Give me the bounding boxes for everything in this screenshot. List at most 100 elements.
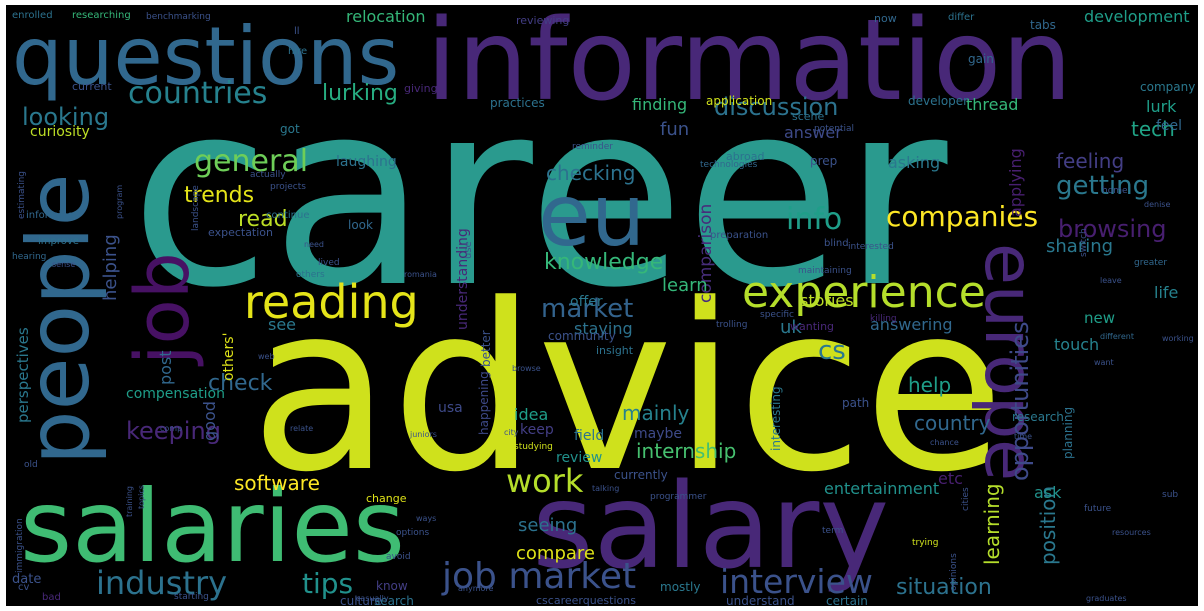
word-help: help (908, 373, 952, 397)
word-giving: giving (404, 82, 438, 95)
word-practices: practices (490, 96, 545, 110)
word-others: others (296, 270, 325, 280)
word-greater: greater (1134, 258, 1168, 268)
word-feel: feel (1156, 118, 1183, 134)
word-mostly: mostly (660, 580, 701, 594)
word-helping: helping (100, 234, 121, 301)
word-experience: experience (742, 267, 986, 318)
word-sub: sub (1162, 490, 1179, 500)
word-situation: situation (896, 575, 992, 600)
word-entertainment: entertainment (824, 479, 940, 498)
word-reading: reading (244, 275, 419, 329)
word-current: current (72, 80, 112, 93)
word-insight: insight (596, 344, 634, 357)
word-tips: tips (302, 567, 354, 600)
word-term: term (822, 526, 844, 536)
word-compensation: compensation (126, 386, 225, 402)
word-culture: culture (340, 594, 382, 606)
word-want: want (1094, 358, 1114, 367)
word-studying: studying (514, 442, 553, 452)
word-knowledge: knowledge (544, 250, 664, 275)
word-getting: getting (1056, 171, 1150, 201)
word-actually: actually (250, 170, 286, 180)
word-training: training (125, 486, 134, 517)
word-uk: uk (780, 317, 802, 338)
word-need: need (304, 240, 324, 249)
word-understand: understand (726, 594, 795, 606)
word-general: general (194, 144, 309, 179)
word-graduates: graduates (1086, 594, 1127, 603)
word-good: good (200, 401, 219, 441)
word-salaries: salaries (20, 468, 405, 585)
word-resources: resources (1112, 528, 1151, 537)
word-topics: topics (137, 485, 146, 509)
word-stories: stories (800, 291, 854, 310)
word-research: research (1012, 410, 1064, 424)
word-immigration: immigration (15, 518, 25, 573)
word-trying: trying (912, 538, 939, 548)
word-looking: looking (22, 103, 110, 131)
word-talking: talking (592, 484, 620, 493)
word-industry: industry (96, 564, 228, 602)
word-cv: cv (18, 582, 30, 593)
word-look: look (348, 218, 373, 232)
word-post: post (156, 350, 175, 385)
word-country: country (914, 411, 991, 435)
word-advice: advice (250, 256, 1005, 523)
word-reviewing: reviewing (516, 14, 570, 27)
word-company: company (1140, 80, 1196, 94)
word-benchmarking: benchmarking (146, 12, 211, 22)
word-usa: usa (438, 400, 463, 416)
word-search: search (374, 594, 414, 606)
word-got: got (280, 122, 300, 136)
word-staying: staying (574, 319, 633, 338)
word-projects: projects (270, 182, 306, 192)
word-potential: potential (814, 124, 855, 134)
word-different: different (1100, 332, 1134, 341)
word-landscape: landscape (191, 185, 201, 231)
word-gain: gain (968, 52, 994, 66)
word-specific: specific (760, 310, 795, 320)
word-change: change (366, 492, 407, 505)
word-use: use (463, 241, 474, 259)
word-work: work (506, 462, 584, 500)
word-answer: answer (784, 123, 842, 142)
word-certain: certain (826, 594, 868, 606)
word-researching: researching (72, 10, 131, 21)
word-applying: applying (1006, 148, 1025, 217)
word-new: new (1084, 309, 1116, 327)
word-ll: ll (294, 26, 300, 37)
word-scene: scene (792, 110, 825, 123)
word-cloud-canvas: career advice information salary salarie… (6, 5, 1198, 606)
word-thread: thread (966, 95, 1019, 114)
word-development: development (1084, 7, 1190, 26)
word-lived: lived (318, 258, 340, 268)
word-programmer: programmer (650, 492, 707, 502)
word-touch: touch (1054, 335, 1100, 354)
word-currently: currently (614, 468, 668, 482)
word-fun: fun (660, 119, 690, 140)
word-wanting: wanting (790, 320, 835, 333)
word-sharing: sharing (1046, 236, 1114, 257)
word-asking: asking (888, 153, 941, 172)
word-review: review (556, 450, 603, 466)
word-cscareerquestions: cscareerquestions (536, 594, 636, 606)
word-relate: relate (290, 424, 314, 433)
word-browse: browse (512, 364, 541, 373)
word-browsing: browsing (1058, 215, 1167, 243)
word-etc: etc (938, 469, 963, 488)
word-job: job (120, 252, 206, 365)
word-information: information (426, 5, 1073, 126)
word-keeping: keeping (126, 417, 221, 445)
word-expectation: expectation (208, 226, 274, 239)
word-offer: offer (570, 294, 603, 310)
word-casually: casually (356, 594, 389, 603)
word-know: know (376, 579, 408, 593)
word-ask: ask (1034, 483, 1062, 502)
word-informing: informing (26, 210, 74, 221)
word-questions: questions (12, 10, 400, 103)
word-tech: tech (1131, 117, 1175, 141)
word-finding: finding (632, 95, 688, 114)
word-seeing: seeing (518, 515, 578, 536)
word-technologies: technologies (700, 160, 758, 170)
